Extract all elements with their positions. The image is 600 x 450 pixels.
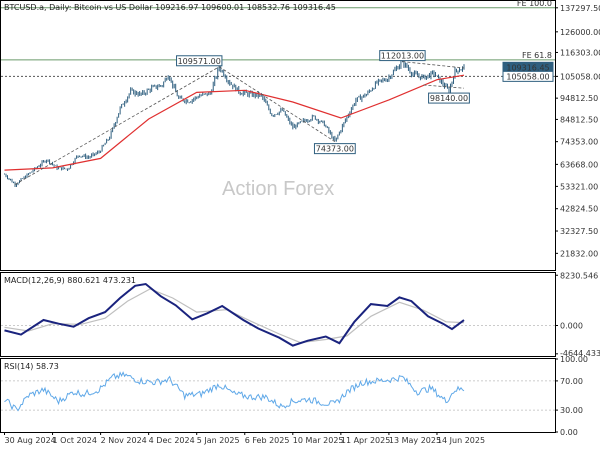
x-tick-label: 13 May 2025: [389, 436, 441, 445]
price-y-tick-label: 137297.50: [560, 4, 600, 13]
price-y-tick-label: 84812.50: [560, 115, 598, 124]
trendline: [14, 66, 220, 185]
axis-price-tag-box: [502, 70, 554, 82]
trendline: [219, 66, 336, 142]
price-y-tick-label: 126000.00: [560, 28, 600, 37]
macd-panel-header: MACD(12,26,9) 880.621 473.231: [4, 276, 136, 285]
price-levels: FE 100.0 FE 61.8: [1, 0, 555, 77]
price-y-tick-label: 63668.00: [560, 160, 598, 169]
x-tick-label: 10 Mar 2025: [293, 436, 344, 445]
price-label-box: [428, 92, 470, 104]
axis-price-tag-text: 109316.45: [506, 63, 549, 72]
macd-signal-line: [4, 288, 465, 344]
moving-average-line: [4, 74, 465, 171]
rsi-y-axis: 100.00 70.00 30.00 0.00: [555, 355, 588, 437]
rsi-y-tick-label: 0.00: [560, 428, 578, 437]
candle-series: [4, 56, 465, 187]
price-y-tick-label: 116303.00: [560, 48, 600, 57]
price-panel-frame: [0, 0, 556, 271]
x-tick-label: 4 Dec 2024: [149, 436, 195, 445]
macd-y-axis: 8230.546 0.000 -4644.433: [555, 271, 600, 358]
price-y-tick-label: 21832.00: [560, 249, 598, 258]
price-y-tick-label: 42824.50: [560, 205, 598, 214]
x-tick-label: 11 Apr 2025: [341, 436, 390, 445]
x-tick-label: 30 Aug 2024: [5, 436, 56, 445]
moving-average: [4, 74, 465, 171]
price-y-tick-label: 74353.00: [560, 138, 598, 147]
trendline: [402, 61, 465, 69]
trendlines: [14, 61, 465, 185]
rsi-panel-frame: [0, 358, 556, 433]
x-tick-label: 5 Jan 2025: [197, 436, 240, 445]
price-label-text: 98140.00: [430, 94, 468, 103]
price-label-text: 109571.00: [178, 57, 221, 66]
watermark: Action Forex: [222, 178, 334, 200]
price-labels: 109571.00 112013.00 98140.00 74373.00: [176, 50, 470, 155]
price-y-tick-label: 53321.00: [560, 182, 598, 191]
macd-y-tick-label: 8230.546: [560, 271, 598, 280]
price-label-box: [379, 50, 426, 62]
macd-y-tick-label: 0.000: [560, 321, 583, 330]
price-y-tick-label: 94812.50: [560, 94, 598, 103]
price-panel-header: BTCUSD.a, Daily: Bitcoin vs US Dollar 10…: [4, 3, 336, 12]
price-y-axis: 137297.50 126000.00 116303.00 105058.00 9481…: [555, 4, 600, 258]
axis-price-tag-text: 105058.00: [506, 72, 549, 81]
macd-panel-frame: [0, 272, 556, 357]
price-level-label: FE 61.8: [522, 51, 552, 60]
price-y-tick-label: 32327.50: [560, 227, 598, 236]
macd-line: [4, 282, 465, 347]
x-tick-label: 14 Jun 2025: [437, 436, 485, 445]
trendline: [423, 84, 465, 89]
x-tick-label: 1 Oct 2024: [53, 436, 97, 445]
macd-series: [1, 282, 555, 347]
macd-y-tick-label: -4644.433: [560, 349, 600, 358]
rsi-y-tick-label: 100.00: [560, 355, 588, 364]
rsi-line: [4, 371, 465, 412]
price-level-label: FE 100.0: [517, 0, 552, 8]
x-tick-label: 2 Nov 2024: [101, 436, 147, 445]
rsi-y-tick-label: 30.00: [560, 406, 583, 415]
rsi-y-tick-label: 70.00: [560, 377, 583, 386]
price-y-tick-label: 105058.00: [560, 72, 600, 81]
rsi-panel-header: RSI(14) 58.73: [4, 362, 59, 371]
x-tick-label: 6 Feb 2025: [245, 436, 290, 445]
price-label-text: 112013.00: [381, 52, 424, 61]
price-label-text: 74373.00: [316, 145, 354, 154]
rsi-series: [1, 371, 555, 412]
price-label-box: [313, 143, 356, 155]
price-label-box: [176, 55, 223, 67]
